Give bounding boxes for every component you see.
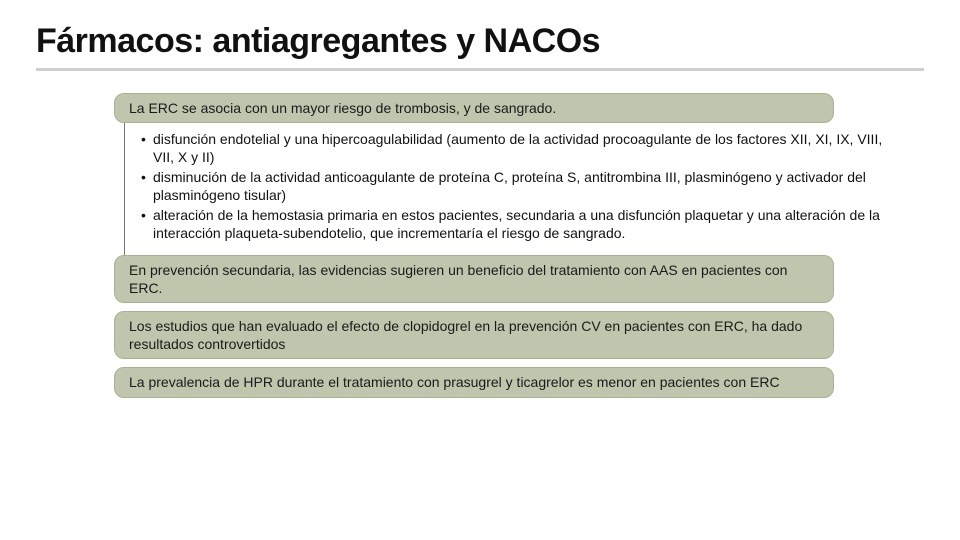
bullet-item: • disfunción endotelial y una hipercoagu… [141,131,894,167]
bullet-text: disfunción endotelial y una hipercoagula… [153,131,894,167]
bullet-item: • alteración de la hemostasia primaria e… [141,207,894,243]
content-block: La ERC se asocia con un mayor riesgo de … [36,93,924,398]
bullet-marker: • [141,207,153,243]
callout-2: En prevención secundaria, las evidencias… [114,255,834,303]
callout-4: La prevalencia de HPR durante el tratami… [114,367,834,397]
bullet-block: • disfunción endotelial y una hipercoagu… [124,123,894,254]
bullet-text: disminución de la actividad anticoagulan… [153,169,894,205]
bullet-item: • disminución de la actividad anticoagul… [141,169,894,205]
callout-1: La ERC se asocia con un mayor riesgo de … [114,93,834,123]
callout-3: Los estudios que han evaluado el efecto … [114,311,834,359]
bullet-text: alteración de la hemostasia primaria en … [153,207,894,243]
page-title: Fármacos: antiagregantes y NACOs [36,22,924,71]
slide: Fármacos: antiagregantes y NACOs La ERC … [0,0,960,540]
bullet-marker: • [141,169,153,205]
bullet-marker: • [141,131,153,167]
